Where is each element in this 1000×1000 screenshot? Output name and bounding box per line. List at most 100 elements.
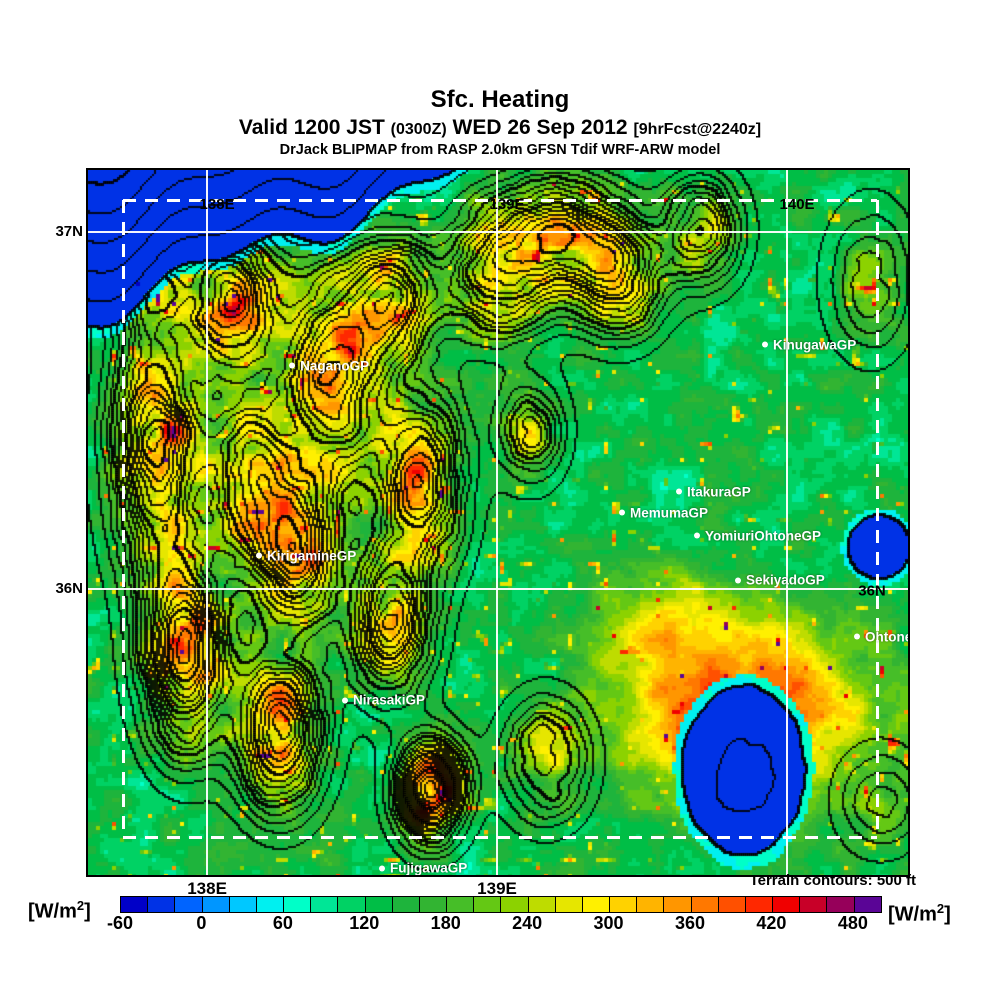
colorbar-segment-4 [228,897,256,912]
lon-gridline-138E [206,170,209,875]
colorbar-segment-1 [147,897,175,912]
colorbar-segment-20 [663,897,691,912]
colorbar-segment-17 [581,897,610,912]
colorbar-segment-0 [121,897,148,912]
colorbar-segment-14 [500,897,528,912]
colorbar-tick-180: 180 [430,913,461,933]
site-label-ItakuraGP: ItakuraGP [686,484,751,500]
site-marker-NirasakiGP: NirasakiGP [341,692,426,708]
colorbar [120,896,882,913]
site-dot-OhtoneGP [853,633,860,640]
lat-label-left-36N: 36N [55,579,83,597]
site-dot-MemumaGP [618,509,625,516]
colorbar-segment-11 [418,897,447,912]
site-marker-SekiyadoGP: SekiyadoGP [735,573,825,588]
site-dot-NirasakiGP [341,697,348,704]
colorbar-segment-9 [364,897,392,912]
valid-time-main-a: Valid 1200 JST [238,115,391,139]
site-dot-SekiyadoGP [735,577,741,584]
site-marker-KirigamineGP: KirigamineGP [255,548,357,564]
site-marker-MemumaGP: MemumaGP [618,505,708,521]
site-marker-YomiuriOhtoneGP: YomiuriOhtoneGP [694,528,821,543]
site-label-SekiyadoGP: SekiyadoGP [746,572,825,588]
colorbar-tick-0: 0 [196,913,207,933]
colorbar-segment-6 [283,897,311,912]
site-dot-NaganoGP [289,362,296,369]
colorbar-segment-18 [609,897,637,912]
site-dot-YomiuriOhtoneGP [694,532,700,539]
colorbar-segment-27 [853,897,881,912]
dashed-frame-right [875,200,879,838]
lon-label-bottom-138E: 138E [187,879,227,898]
site-label-NaganoGP: NaganoGP [300,358,370,374]
valid-time-zulu: (0300Z) [390,120,447,138]
colorbar-segment-7 [310,897,338,912]
colorbar-segment-8 [337,897,365,912]
lon-label-top-138E: 138E [199,196,235,213]
lat-label-inner-36N: 36N [858,582,886,600]
site-label-KinugawaGP: KinugawaGP [772,337,857,353]
dashed-frame-left [121,200,125,838]
lon-gridline-140E [786,170,789,875]
colorbar-segment-25 [799,897,827,912]
lat-gridline-37N [88,230,908,233]
unit-sup: 2 [76,898,85,913]
terrain-contours-note: Terrain contours: 500 ft [749,872,916,889]
colorbar-tick-360: 360 [674,913,706,933]
lat-gridline-36N [88,587,908,590]
site-dot-FujigawaGP [378,865,385,872]
colorbar-segment-23 [744,897,773,912]
site-label-YomiuriOhtoneGP: YomiuriOhtoneGP [705,528,822,544]
unit-suffix: ] [84,900,91,923]
valid-time-line: Valid 1200 JST (0300Z) WED 26 Sep 2012 [… [0,116,1000,140]
unit-prefix: [W/m [28,900,77,923]
colorbar-tick-120: 120 [349,913,380,933]
colorbar-segment-10 [391,897,419,912]
colorbar-tick-240: 240 [512,913,543,933]
dashed-frame-bottom [123,836,877,840]
site-label-NirasakiGP: NirasakiGP [352,692,426,708]
colorbar-unit-right: [W/m2] [888,901,951,927]
colorbar-segment-15 [527,897,555,912]
colorbar-segment-2 [174,897,202,912]
colorbar-segment-3 [201,897,229,912]
lon-label-bottom-139E: 139E [477,879,517,898]
site-marker-KinugawaGP: KinugawaGP [761,337,857,353]
lon-gridline-139E [496,170,499,875]
dashed-frame-top [123,198,877,202]
site-marker-NaganoGP: NaganoGP [289,358,369,373]
model-line: DrJack BLIPMAP from RASP 2.0km GFSN Tdif… [279,141,721,158]
site-label-MemumaGP: MemumaGP [629,505,708,521]
colorbar-tick--60: -60 [106,913,134,933]
colorbar-segment-13 [473,897,501,912]
site-label-OhtoneGP: OhtoneGP [864,629,908,645]
unit-sup: 2 [936,901,945,916]
colorbar-segment-12 [446,897,474,912]
page-title: Sfc. Heating [430,86,570,113]
site-dot-KirigamineGP [255,552,262,559]
colorbar-tick-300: 300 [593,913,624,933]
colorbar-segment-19 [636,897,664,912]
site-dot-KinugawaGP [761,341,768,348]
lat-label-left-37N: 37N [55,222,83,240]
site-label-FujigawaGP: FujigawaGP [389,860,468,876]
unit-prefix: [W/m [888,903,937,926]
colorbar-segment-21 [690,897,718,912]
colorbar-tick-420: 420 [756,913,787,933]
forecast-run-tag: [9hrFcst@2240z] [633,120,762,138]
unit-suffix: ] [944,903,951,926]
colorbar-segment-24 [772,897,800,912]
colorbar-segment-16 [554,897,582,912]
site-marker-OhtoneGP: OhtoneGP [853,629,908,645]
site-label-KirigamineGP: KirigamineGP [266,548,357,564]
map-frame: 138E 139E 140E 36N NaganoGP KinugawaGP Itakura… [86,168,910,877]
lon-label-top-139E: 139E [489,196,525,213]
site-marker-ItakuraGP: ItakuraGP [675,484,751,500]
colorbar-tick-480: 480 [837,913,868,933]
title-block: Sfc. Heating Valid 1200 JST (0300Z) WED … [0,86,1000,158]
site-dot-ItakuraGP [675,488,682,495]
site-marker-FujigawaGP: FujigawaGP [378,860,468,876]
colorbar-segment-5 [255,897,284,912]
colorbar-unit-left: [W/m2] [28,898,91,924]
